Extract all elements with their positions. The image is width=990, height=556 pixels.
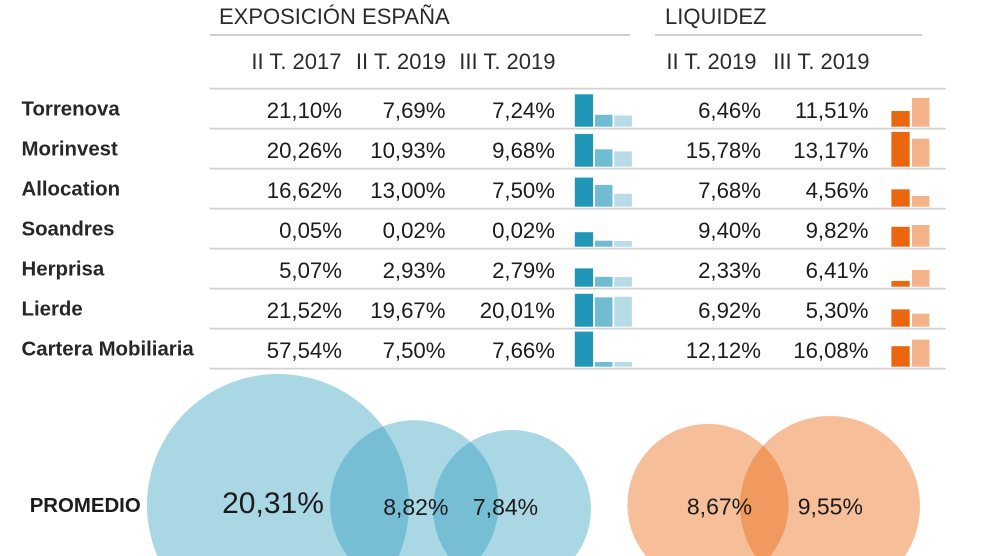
svg-text:7,50%: 7,50% <box>492 178 555 203</box>
svg-text:7,50%: 7,50% <box>383 338 446 363</box>
svg-text:10,93%: 10,93% <box>370 138 445 163</box>
svg-text:13,17%: 13,17% <box>793 138 868 163</box>
svg-text:12,12%: 12,12% <box>686 338 761 363</box>
svg-text:Allocation: Allocation <box>22 179 121 201</box>
svg-text:20,01%: 20,01% <box>480 298 555 323</box>
svg-text:7,69%: 7,69% <box>383 98 446 123</box>
svg-text:16,08%: 16,08% <box>793 338 868 363</box>
svg-text:0,02%: 0,02% <box>383 218 446 243</box>
svg-text:6,41%: 6,41% <box>806 258 869 283</box>
svg-text:II T. 2017: II T. 2017 <box>251 49 341 74</box>
svg-text:III T. 2019: III T. 2019 <box>459 49 555 74</box>
svg-text:11,51%: 11,51% <box>795 98 869 123</box>
svg-text:6,46%: 6,46% <box>698 98 761 123</box>
svg-text:PROMEDIO: PROMEDIO <box>30 495 141 517</box>
svg-text:5,30%: 5,30% <box>806 298 869 323</box>
svg-text:2,33%: 2,33% <box>698 258 761 283</box>
svg-text:19,67%: 19,67% <box>370 298 445 323</box>
svg-text:21,10%: 21,10% <box>267 98 342 123</box>
svg-text:9,55%: 9,55% <box>798 494 863 520</box>
svg-text:4,56%: 4,56% <box>806 178 869 203</box>
svg-text:20,26%: 20,26% <box>267 138 342 163</box>
svg-text:II T. 2019: II T. 2019 <box>356 49 446 74</box>
svg-text:9,40%: 9,40% <box>698 218 761 243</box>
svg-text:57,54%: 57,54% <box>267 338 342 363</box>
svg-text:III T. 2019: III T. 2019 <box>773 49 869 74</box>
svg-text:15,78%: 15,78% <box>686 138 761 163</box>
svg-text:5,07%: 5,07% <box>279 258 342 283</box>
svg-text:9,82%: 9,82% <box>806 218 869 243</box>
svg-text:Cartera Mobiliaria: Cartera Mobiliaria <box>22 339 195 361</box>
svg-text:16,62%: 16,62% <box>267 178 342 203</box>
svg-text:7,84%: 7,84% <box>473 494 538 520</box>
svg-text:Morinvest: Morinvest <box>22 139 119 161</box>
svg-text:II T. 2019: II T. 2019 <box>666 49 756 74</box>
svg-text:21,52%: 21,52% <box>267 298 342 323</box>
svg-text:7,68%: 7,68% <box>698 178 761 203</box>
svg-text:EXPOSICIÓN ESPAÑA: EXPOSICIÓN ESPAÑA <box>219 4 450 29</box>
svg-text:8,82%: 8,82% <box>383 494 448 520</box>
svg-text:20,31%: 20,31% <box>222 487 324 520</box>
svg-text:0,02%: 0,02% <box>492 218 555 243</box>
svg-text:Lierde: Lierde <box>22 299 83 321</box>
svg-text:Soandres: Soandres <box>22 219 115 241</box>
svg-text:0,05%: 0,05% <box>279 218 342 243</box>
svg-text:8,67%: 8,67% <box>687 494 752 520</box>
svg-text:Herprisa: Herprisa <box>22 259 105 281</box>
svg-text:13,00%: 13,00% <box>370 178 445 203</box>
svg-text:7,24%: 7,24% <box>492 98 555 123</box>
svg-text:2,79%: 2,79% <box>492 258 555 283</box>
svg-text:Torrenova: Torrenova <box>22 99 121 121</box>
svg-text:LIQUIDEZ: LIQUIDEZ <box>665 4 766 29</box>
svg-text:7,66%: 7,66% <box>492 338 555 363</box>
svg-text:9,68%: 9,68% <box>492 138 555 163</box>
svg-text:6,92%: 6,92% <box>698 298 761 323</box>
svg-text:2,93%: 2,93% <box>383 258 446 283</box>
